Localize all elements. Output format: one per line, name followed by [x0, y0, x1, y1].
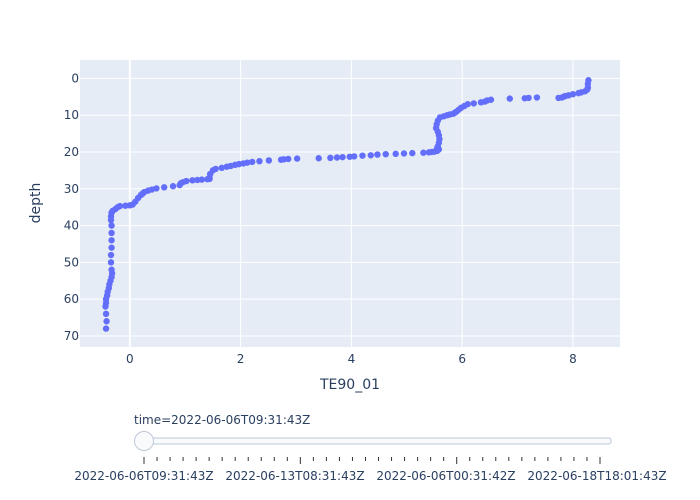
data-point	[102, 310, 110, 318]
data-point	[293, 155, 301, 162]
y-tick-label: 10	[64, 108, 79, 122]
x-axis-title: TE90_01	[319, 377, 380, 393]
data-point	[470, 100, 477, 107]
slider-current-label: time=2022-06-06T09:31:43Z	[134, 413, 310, 427]
data-point	[223, 163, 230, 170]
data-point	[122, 202, 129, 209]
data-point	[367, 152, 374, 159]
data-point	[108, 229, 115, 237]
data-point	[333, 154, 341, 161]
x-tick-label: 0	[126, 352, 134, 366]
y-tick-label: 0	[71, 71, 79, 85]
x-tick-label: 8	[569, 352, 577, 366]
data-point	[108, 237, 115, 244]
slider-step-labels: 2022-06-06T09:31:43Z 2022-06-13T08:31:43Z…	[74, 469, 666, 483]
x-tick-label: 2	[237, 352, 245, 366]
data-point	[189, 177, 196, 184]
data-point	[265, 157, 273, 164]
y-tick-label: 40	[64, 219, 79, 233]
data-point	[359, 152, 366, 159]
y-tick-label: 50	[64, 255, 79, 269]
slider-step-label[interactable]: 2022-06-06T00:31:42Z	[376, 469, 515, 483]
y-tick-label: 20	[64, 145, 79, 159]
x-tick-labels: 0 2 4 6 8	[126, 352, 577, 366]
data-point	[575, 89, 582, 97]
slider-rail[interactable]	[143, 437, 612, 445]
data-point	[256, 157, 263, 165]
data-point	[521, 95, 528, 102]
y-axis-title: depth	[28, 183, 44, 224]
data-point	[382, 150, 389, 158]
data-point	[339, 153, 346, 161]
data-point	[204, 176, 211, 183]
data-point	[102, 303, 109, 310]
slider-ticks	[143, 457, 601, 464]
data-point	[107, 216, 115, 224]
y-tick-label: 70	[64, 329, 79, 343]
data-point	[107, 251, 115, 259]
data-point	[277, 156, 285, 163]
data-points	[102, 77, 592, 332]
slider-step-label[interactable]: 2022-06-18T18:01:43Z	[527, 469, 666, 483]
data-point	[102, 325, 110, 332]
data-point	[392, 150, 399, 158]
data-point	[533, 94, 541, 101]
data-point	[160, 184, 168, 191]
data-point	[374, 151, 381, 158]
data-point	[103, 318, 110, 325]
data-point	[409, 149, 416, 157]
data-point	[108, 222, 115, 229]
plot-area	[80, 60, 620, 347]
data-point	[107, 259, 115, 266]
y-tick-label: 30	[64, 182, 79, 196]
slider-step-label[interactable]: 2022-06-06T09:31:43Z	[74, 469, 213, 483]
y-tick-labels: 0 10 20 30 40 50 60 70	[64, 71, 79, 343]
data-point	[108, 244, 115, 251]
data-point	[506, 95, 513, 102]
data-point	[420, 149, 427, 156]
data-point	[194, 176, 201, 184]
data-point	[315, 155, 322, 162]
data-point	[425, 149, 433, 156]
data-point	[400, 150, 408, 157]
data-point	[555, 94, 562, 102]
data-point	[218, 164, 225, 172]
data-point	[169, 183, 177, 190]
data-point	[477, 99, 485, 106]
data-point	[176, 181, 183, 189]
x-tick-label: 6	[458, 352, 466, 366]
slider-handle[interactable]	[134, 431, 154, 451]
grid	[80, 60, 620, 347]
data-point	[327, 154, 334, 162]
data-point	[249, 158, 256, 166]
slider-step-label[interactable]: 2022-06-13T08:31:43Z	[225, 469, 364, 483]
data-point	[346, 153, 353, 160]
x-tick-label: 4	[348, 352, 356, 366]
y-tick-label: 60	[64, 292, 79, 306]
